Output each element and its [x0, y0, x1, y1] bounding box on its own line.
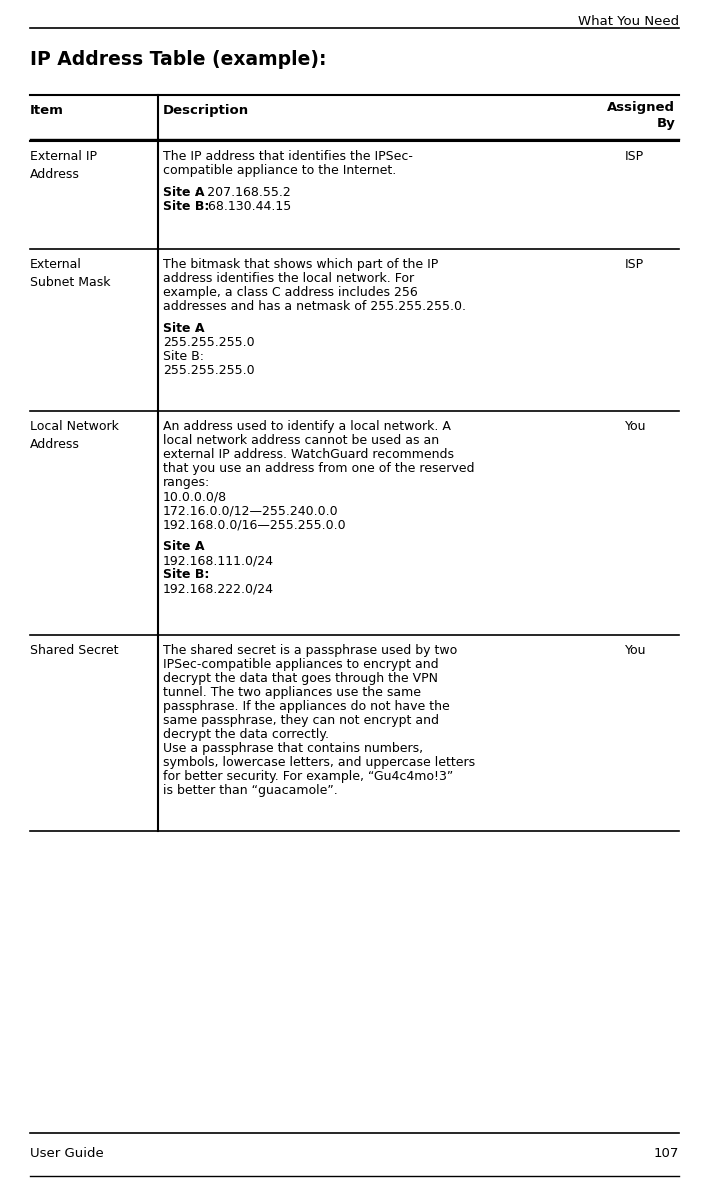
Text: What You Need: What You Need [578, 15, 679, 29]
Text: decrypt the data that goes through the VPN: decrypt the data that goes through the V… [163, 672, 438, 685]
Text: is better than “guacamole”.: is better than “guacamole”. [163, 784, 337, 797]
Text: Local Network
Address: Local Network Address [30, 420, 119, 451]
Text: example, a class C address includes 256: example, a class C address includes 256 [163, 286, 418, 299]
Text: You: You [625, 420, 647, 433]
Text: ISP: ISP [625, 150, 644, 163]
Text: :  207.168.55.2: : 207.168.55.2 [195, 187, 291, 200]
Text: External IP
Address: External IP Address [30, 150, 97, 181]
Text: User Guide: User Guide [30, 1147, 104, 1160]
Text: Site B:: Site B: [163, 350, 204, 363]
Text: Assigned
By: Assigned By [607, 101, 675, 130]
Text: The bitmask that shows which part of the IP: The bitmask that shows which part of the… [163, 258, 438, 271]
Text: compatible appliance to the Internet.: compatible appliance to the Internet. [163, 164, 396, 177]
Text: Site B:: Site B: [163, 200, 209, 213]
Text: address identifies the local network. For: address identifies the local network. Fo… [163, 273, 414, 284]
Text: addresses and has a netmask of 255.255.255.0.: addresses and has a netmask of 255.255.2… [163, 300, 466, 313]
Text: Item: Item [30, 104, 64, 117]
Text: Site A: Site A [163, 540, 204, 553]
Text: 255.255.255.0: 255.255.255.0 [163, 337, 255, 350]
Text: An address used to identify a local network. A: An address used to identify a local netw… [163, 420, 451, 433]
Text: that you use an address from one of the reserved: that you use an address from one of the … [163, 462, 474, 475]
Text: for better security. For example, “Gu4c4mo!3”: for better security. For example, “Gu4c4… [163, 770, 453, 783]
Text: Site A: Site A [163, 322, 204, 336]
Text: symbols, lowercase letters, and uppercase letters: symbols, lowercase letters, and uppercas… [163, 756, 475, 769]
Text: ISP: ISP [625, 258, 644, 271]
Text: 10.0.0.0/8: 10.0.0.0/8 [163, 490, 227, 503]
Text: 192.168.111.0/24: 192.168.111.0/24 [163, 555, 274, 568]
Text: passphrase. If the appliances do not have the: passphrase. If the appliances do not hav… [163, 700, 450, 713]
Text: :: : [195, 322, 199, 336]
Text: 192.168.222.0/24: 192.168.222.0/24 [163, 582, 274, 595]
Text: The IP address that identifies the IPSec-: The IP address that identifies the IPSec… [163, 150, 413, 163]
Text: ranges:: ranges: [163, 476, 211, 489]
Text: 68.130.44.15: 68.130.44.15 [201, 200, 291, 213]
Text: 107: 107 [654, 1147, 679, 1160]
Text: You: You [625, 644, 647, 657]
Text: The shared secret is a passphrase used by two: The shared secret is a passphrase used b… [163, 644, 457, 657]
Text: IP Address Table (example):: IP Address Table (example): [30, 50, 327, 69]
Text: Site A: Site A [163, 187, 204, 200]
Text: Description: Description [163, 104, 249, 117]
Text: :: : [195, 540, 199, 553]
Text: Use a passphrase that contains numbers,: Use a passphrase that contains numbers, [163, 743, 423, 754]
Text: Shared Secret: Shared Secret [30, 644, 118, 657]
Text: 255.255.255.0: 255.255.255.0 [163, 364, 255, 377]
Text: IPSec-compatible appliances to encrypt and: IPSec-compatible appliances to encrypt a… [163, 658, 439, 671]
Text: Site B:: Site B: [163, 569, 209, 582]
Text: external IP address. WatchGuard recommends: external IP address. WatchGuard recommen… [163, 447, 454, 461]
Text: local network address cannot be used as an: local network address cannot be used as … [163, 434, 439, 447]
Text: decrypt the data correctly.: decrypt the data correctly. [163, 728, 329, 741]
Text: 192.168.0.0/16—255.255.0.0: 192.168.0.0/16—255.255.0.0 [163, 518, 347, 531]
Text: same passphrase, they can not encrypt and: same passphrase, they can not encrypt an… [163, 714, 439, 727]
Text: External
Subnet Mask: External Subnet Mask [30, 258, 111, 289]
Text: tunnel. The two appliances use the same: tunnel. The two appliances use the same [163, 685, 421, 699]
Text: 172.16.0.0/12—255.240.0.0: 172.16.0.0/12—255.240.0.0 [163, 505, 339, 516]
